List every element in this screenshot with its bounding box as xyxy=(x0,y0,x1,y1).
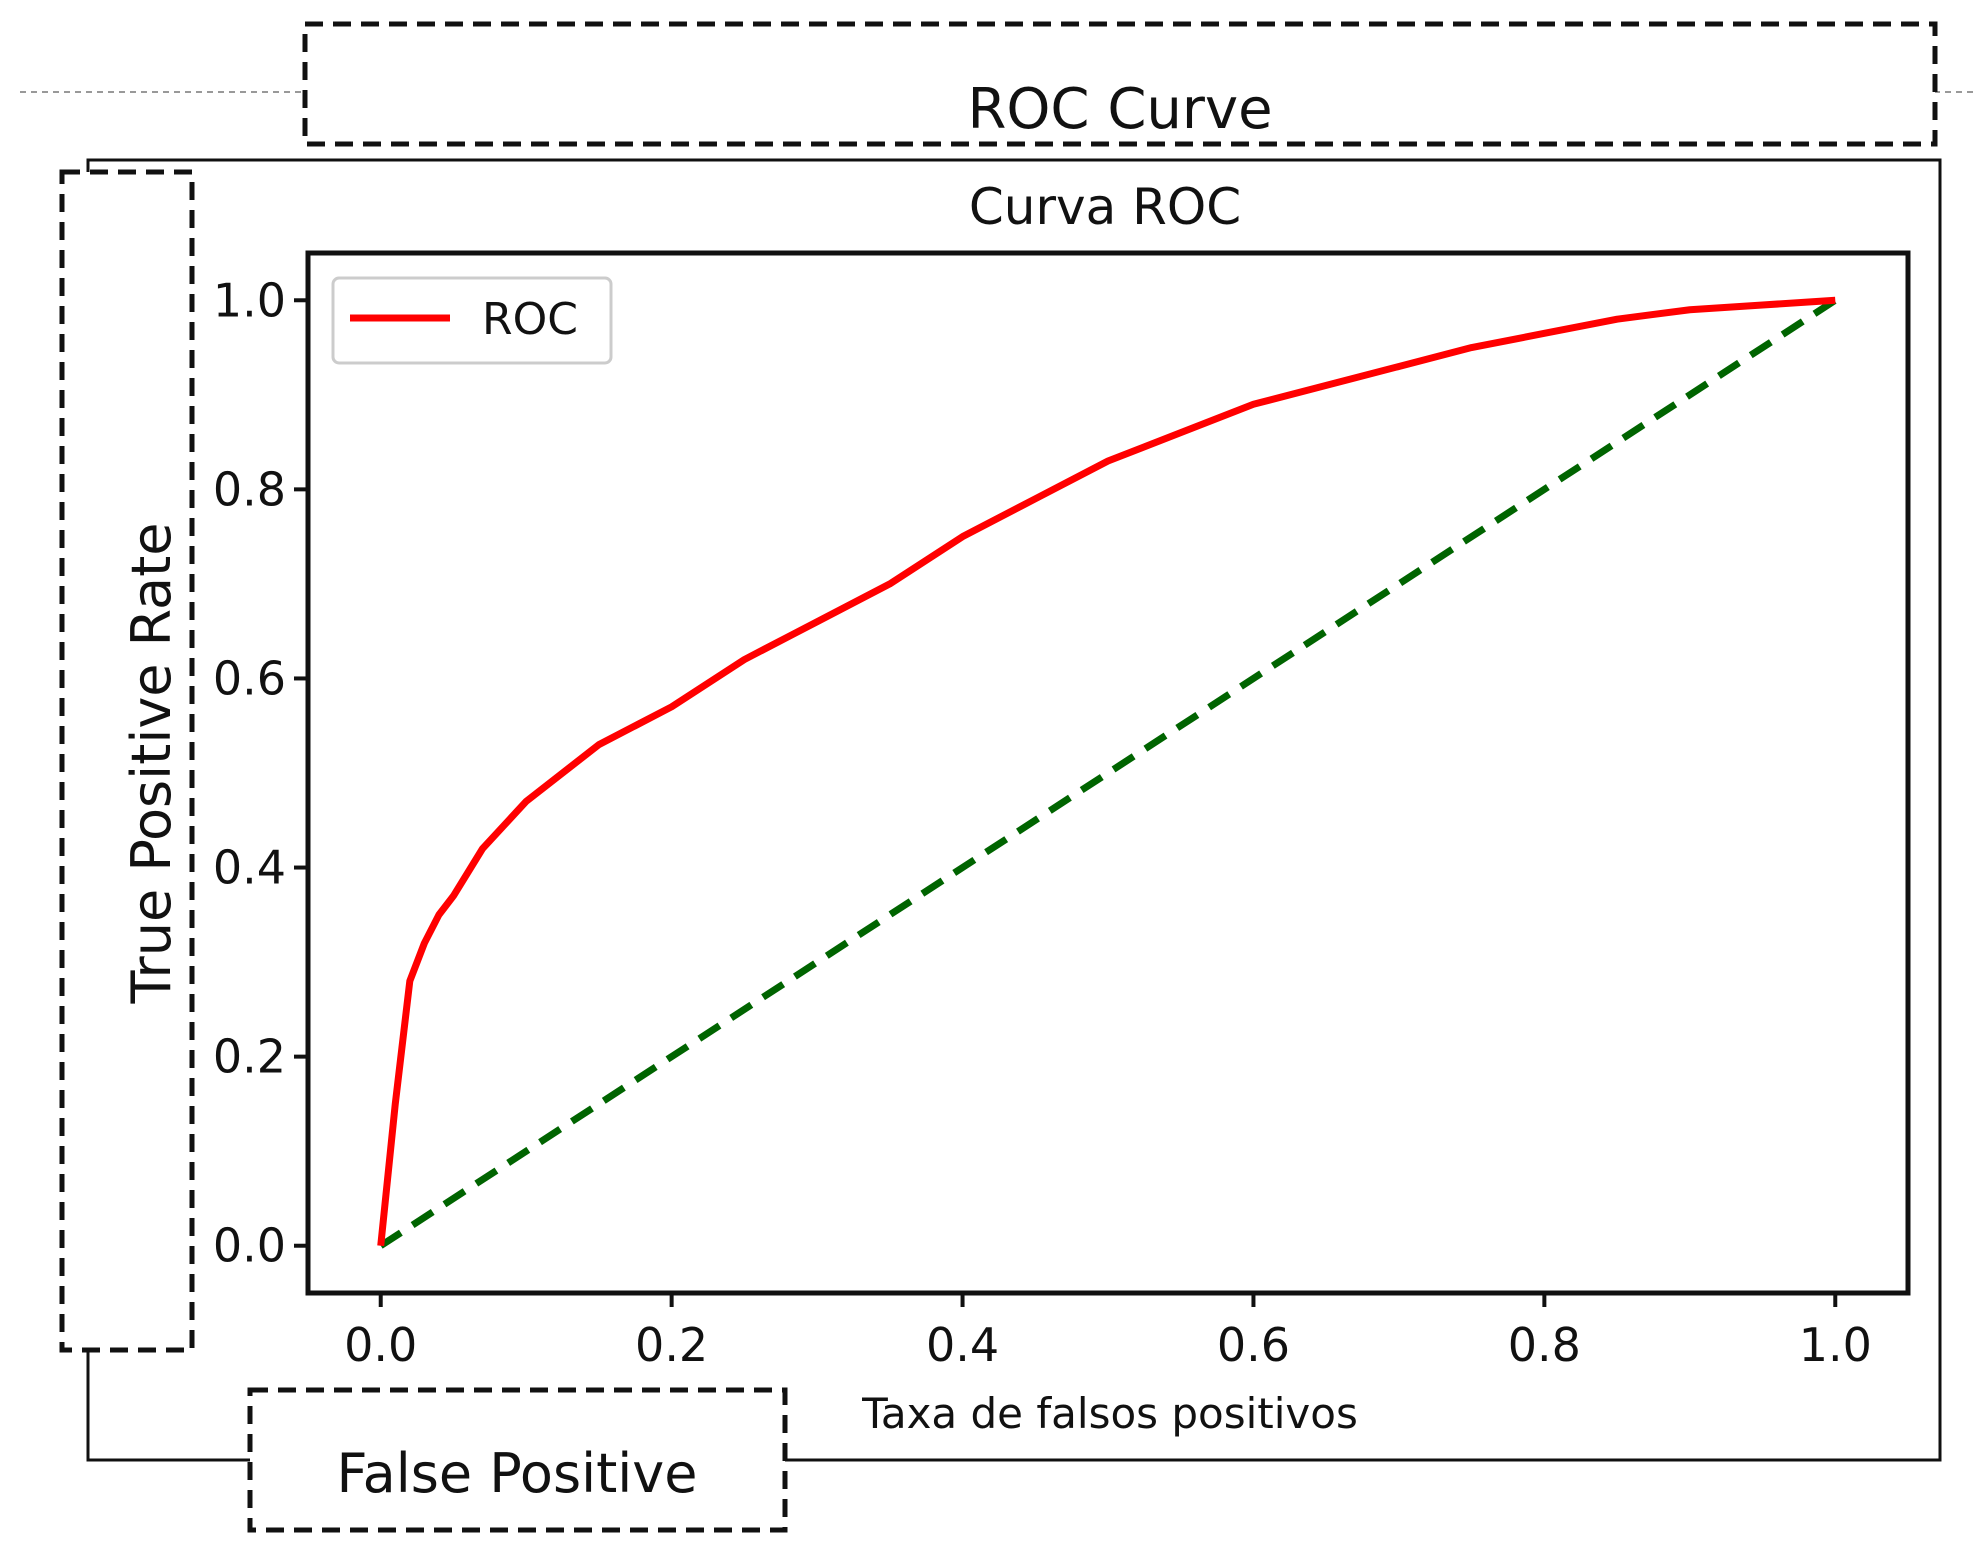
left-annotation-label: True Positive Rate xyxy=(120,522,183,1004)
x-tick-label: 0.2 xyxy=(635,1318,708,1372)
legend-roc-label: ROC xyxy=(482,294,578,345)
x-tick-label: 0.6 xyxy=(1217,1318,1290,1372)
x-tick-label: 0.4 xyxy=(926,1318,999,1372)
y-tick-label: 0.2 xyxy=(213,1030,286,1084)
bottom-annotation-label: False Positive xyxy=(337,1442,698,1505)
legend-box xyxy=(331,276,613,365)
y-tick-label: 0.8 xyxy=(213,462,286,516)
top-annotation-label: ROC Curve xyxy=(967,77,1272,142)
chance-diagonal-line xyxy=(378,297,1838,1249)
chart-title: Curva ROC xyxy=(969,178,1241,236)
y-tick-label: 0.0 xyxy=(213,1219,286,1273)
x-axis-label: Taxa de falsos positivos xyxy=(861,1389,1358,1438)
x-tick-label: 1.0 xyxy=(1799,1318,1872,1372)
legend: ROC xyxy=(331,276,613,365)
top-annotation-box xyxy=(302,21,1938,147)
bottom-annotation-box xyxy=(247,1387,788,1533)
y-axis-ticks: 0.0 0.2 0.4 0.6 0.8 1.0 xyxy=(213,273,308,1273)
roc-curve-line xyxy=(377,296,1836,1247)
x-axis-ticks: 0.0 0.2 0.4 0.6 0.8 1.0 xyxy=(344,1293,1872,1372)
x-tick-label: 0.8 xyxy=(1508,1318,1581,1372)
left-annotation-box xyxy=(59,169,195,1353)
y-tick-label: 0.6 xyxy=(213,651,286,705)
y-tick-label: 0.4 xyxy=(213,841,286,895)
x-tick-label: 0.0 xyxy=(344,1318,417,1372)
y-tick-label: 1.0 xyxy=(213,273,286,327)
